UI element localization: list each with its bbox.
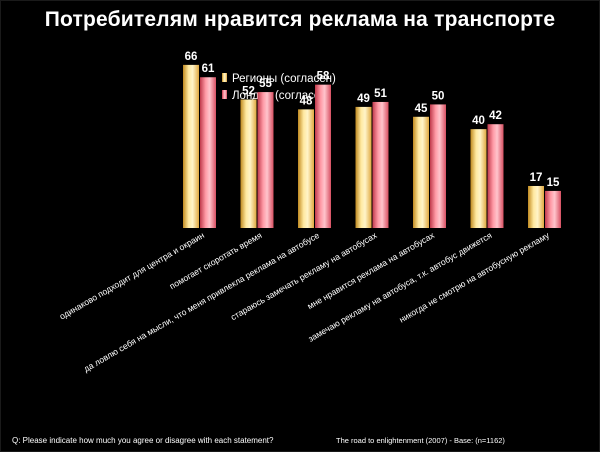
bar-regions-4: [355, 106, 372, 228]
value-label-london-7: 15: [547, 177, 560, 189]
category-label-2: помогает скоротать время: [168, 230, 264, 291]
value-label-regions-1: 66: [185, 51, 198, 63]
value-label-regions-5: 45: [415, 103, 428, 115]
chart-category-labels: одинаково подходит для центра и окраинпо…: [58, 230, 552, 374]
bar-regions-2: [240, 99, 257, 228]
bar-london-4: [372, 101, 389, 228]
value-label-regions-4: 49: [357, 93, 370, 105]
value-label-london-1: 61: [202, 63, 215, 75]
legend-swatch-london: [222, 90, 227, 99]
bar-london-1: [200, 77, 216, 228]
bar-london-2: [257, 92, 274, 228]
value-label-regions-2: 52: [242, 85, 255, 97]
bar-regions-6: [470, 129, 487, 228]
bar-london-3: [315, 84, 331, 229]
bar-london-7: [545, 190, 561, 228]
chart-bars: [183, 64, 561, 229]
bar-london-5: [430, 104, 446, 228]
question-footnote: Q: Please indicate how much you agree or…: [12, 436, 274, 445]
bar-regions-7: [528, 185, 544, 228]
value-label-london-5: 50: [432, 90, 445, 102]
legend-label-regions: Регионы (согласен): [232, 73, 336, 85]
category-label-3: да ловлю себя на мысли, что меня привлек…: [82, 230, 321, 374]
value-label-regions-3: 48: [300, 95, 313, 107]
legend-label-london: Лондон (согласен): [232, 90, 331, 102]
value-label-regions-6: 40: [472, 115, 485, 127]
source-footnote: The road to enlightenment (2007) - Base:…: [336, 436, 505, 445]
bar-london-6: [487, 124, 504, 228]
bar-regions-3: [298, 109, 314, 228]
value-label-london-6: 42: [489, 110, 502, 122]
value-label-regions-7: 17: [530, 172, 543, 184]
slide-title: Потребителям нравится реклама на транспо…: [44, 8, 556, 31]
bar-regions-1: [183, 64, 199, 228]
chart-legend: Регионы (согласен) Лондон (согласен): [222, 73, 336, 102]
value-label-london-4: 51: [374, 88, 387, 100]
value-label-london-3: 58: [317, 71, 330, 83]
bar-regions-5: [413, 116, 429, 228]
chart-value-labels: 66 61 52 55 48 58 49 51 45 50 40 42 17 15: [185, 51, 560, 189]
legend-swatch-regions: [222, 73, 227, 82]
value-label-london-2: 55: [259, 78, 272, 90]
